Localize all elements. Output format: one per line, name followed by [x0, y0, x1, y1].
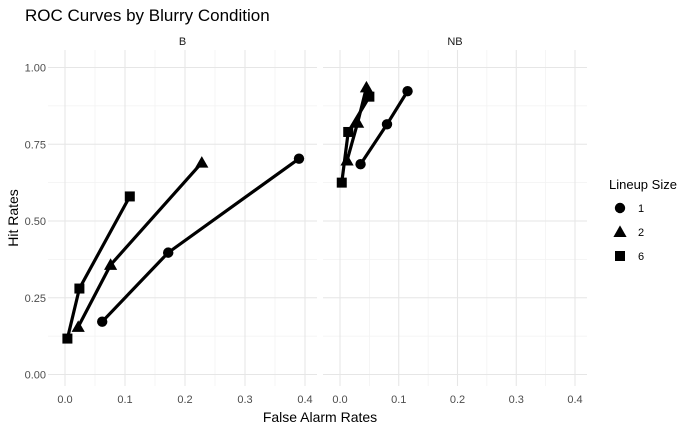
legend: Lineup Size 1 2 6 — [609, 177, 677, 263]
data-point-square — [124, 191, 135, 202]
data-point-triangle — [195, 156, 209, 168]
legend-key-square — [615, 251, 625, 261]
facet-label: NB — [447, 36, 462, 48]
legend-key-circle — [614, 202, 626, 214]
legend-label: 1 — [638, 203, 644, 215]
x-tick-label: 0.4 — [297, 394, 312, 406]
data-point-square — [343, 126, 354, 137]
x-tick-label: 0.1 — [117, 394, 132, 406]
series-line-6 — [65, 195, 132, 339]
x-tick-label: 0.3 — [237, 394, 252, 406]
legend-key-triangle — [613, 225, 627, 237]
chart-title: ROC Curves by Blurry Condition — [25, 6, 270, 25]
legend-title: Lineup Size — [609, 177, 677, 192]
y-tick-label: 0.00 — [25, 370, 46, 382]
data-point-circle — [381, 119, 393, 130]
data-point-circle — [293, 153, 305, 164]
facet-label: B — [179, 36, 186, 48]
y-tick-label: 0.25 — [25, 293, 46, 305]
data-point-triangle — [359, 80, 374, 93]
y-axis-label: Hit Rates — [5, 189, 21, 247]
series-line-2 — [76, 161, 203, 328]
data-point-triangle — [351, 116, 365, 128]
data-point-circle — [355, 159, 366, 170]
facet-panels: B 0.0 0.1 0.2 0.3 0.4 0.00 0.25 0.50 0.75 1.00 NB 0.… — [25, 36, 587, 406]
data-point-circle — [402, 85, 413, 97]
data-point-square — [74, 283, 85, 294]
x-tick-label: 0.0 — [57, 394, 72, 406]
x-tick-label: 0.1 — [391, 394, 406, 406]
data-point-triangle — [71, 320, 85, 332]
x-tick-label: 0.2 — [450, 394, 465, 406]
data-point-square — [62, 333, 73, 344]
x-axis-label: False Alarm Rates — [263, 409, 377, 425]
y-tick-label: 1.00 — [25, 63, 46, 75]
x-tick-label: 0.3 — [509, 394, 524, 406]
y-tick-label: 0.50 — [25, 216, 46, 228]
panel-nb: NB 0.0 0.1 0.2 0.3 0.4 — [323, 36, 587, 406]
panel-b: B 0.0 0.1 0.2 0.3 0.4 0.00 0.25 0.50 0.75 1.00 — [25, 36, 317, 406]
legend-label: 6 — [638, 251, 644, 263]
data-point-triangle — [340, 153, 354, 166]
data-point-square — [336, 177, 347, 188]
data-point-circle — [163, 247, 174, 258]
x-tick-label: 0.0 — [332, 394, 347, 406]
legend-label: 2 — [638, 227, 644, 239]
data-point-circle — [97, 316, 108, 327]
data-point-triangle — [104, 258, 118, 270]
x-tick-label: 0.4 — [567, 394, 582, 406]
x-tick-label: 0.2 — [177, 394, 192, 406]
data-point-square — [364, 91, 375, 102]
y-tick-label: 0.75 — [25, 139, 46, 151]
series-line-6 — [340, 95, 371, 183]
